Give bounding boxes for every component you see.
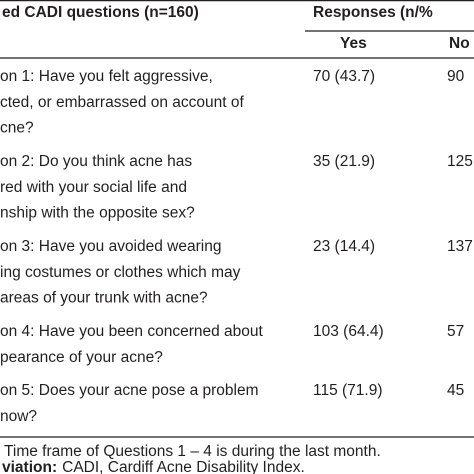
yes-cell: 103 (64.4): [313, 323, 384, 340]
question-line: now?: [0, 408, 37, 425]
question-line: on 5: Does your acne pose a problem: [0, 382, 259, 399]
yes-cell: 115 (71.9): [313, 382, 383, 399]
question-line: on 2: Do you think acne has: [0, 153, 192, 170]
yes-cell: 23 (14.4): [313, 238, 375, 255]
no-cell: 90: [447, 68, 465, 85]
footnote: Time frame of Questions 1 – 4 is during …: [4, 443, 381, 460]
question-line: ing costumes or clothes which may: [0, 264, 241, 281]
no-cell: 137: [447, 238, 473, 255]
question-line: nship with the opposite sex?: [0, 204, 195, 221]
question-line: cne?: [0, 119, 34, 136]
question-line: on 4: Have you been concerned about: [0, 323, 264, 340]
yes-cell: 70 (43.7): [313, 68, 375, 85]
header-no: No: [449, 35, 470, 52]
abbrev-text: CADI, Cardiff Acne Disability Index.: [62, 459, 305, 474]
yes-cell: 35 (21.9): [313, 153, 375, 170]
question-line: cted, or embarrassed on account of: [0, 94, 245, 111]
no-cell: 57: [447, 323, 464, 340]
question-line: areas of your trunk with acne?: [0, 289, 208, 306]
abbrev-label: viation:: [2, 459, 57, 474]
no-cell: 125: [447, 153, 473, 170]
question-line: on 1: Have you felt aggressive,: [0, 68, 213, 85]
question-line: on 3: Have you avoided wearing: [0, 238, 221, 255]
no-cell: 45: [447, 382, 464, 399]
header-question: ed CADI questions (n=160): [2, 4, 199, 21]
abbreviations: viation: CADI, Cardiff Acne Disability In…: [2, 459, 305, 474]
question-line: red with your social life and: [0, 179, 187, 196]
question-line: pearance of your acne?: [0, 349, 163, 366]
header-yes: Yes: [340, 35, 367, 52]
header-responses: Responses (n/%: [313, 4, 433, 21]
